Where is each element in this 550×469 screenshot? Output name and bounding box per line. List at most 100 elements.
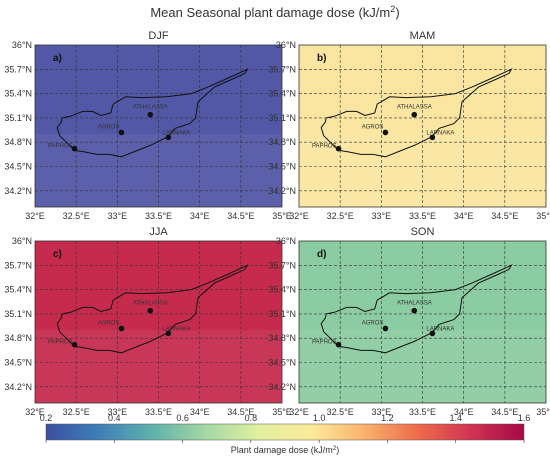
y-tick-label: 35.4°N [4, 285, 32, 295]
x-tick-label: 33.5°E [409, 407, 436, 417]
y-tick-label: 34.2°N [4, 186, 32, 196]
site-marker-paphos [335, 341, 342, 348]
site-marker-larnaka [429, 330, 436, 337]
colorbar-tick-label: 1.0 [313, 413, 326, 423]
site-marker-agros [382, 129, 389, 136]
x-tick-label: 33.5°E [145, 211, 172, 221]
x-tick-label: 34°E [454, 407, 474, 417]
y-tick-label: 35.7°N [4, 64, 32, 74]
colorbar-tick-label: 1.2 [381, 413, 394, 423]
panel-frame [34, 44, 283, 208]
x-tick-label: 32.5°E [63, 407, 90, 417]
x-tick-label: 32°E [25, 211, 45, 221]
site-marker-agros [118, 129, 125, 136]
cyprus-coastline [320, 68, 513, 158]
y-tick-label: 34.8°N [268, 137, 296, 147]
x-tick-label: 35°E [272, 211, 292, 221]
x-tick-label: 33°E [108, 211, 128, 221]
x-tick-label: 32.5°E [327, 211, 354, 221]
x-tick-label: 35°E [272, 407, 292, 417]
panel-season-label: MAM [410, 30, 436, 42]
y-tick-label: 35.1°N [4, 309, 32, 319]
y-tick-label: 34.8°N [268, 333, 296, 343]
colorbar-bar [45, 423, 525, 441]
site-marker-athalassa [147, 111, 154, 118]
x-tick-label: 32.5°E [63, 211, 90, 221]
y-tick-label: 36°N [12, 236, 32, 246]
x-tick-label: 33.5°E [409, 211, 436, 221]
y-tick-label: 34.5°N [4, 162, 32, 172]
y-tick-label: 35.4°N [268, 89, 296, 99]
site-label: PAPHOS [312, 144, 337, 150]
y-tick-label: 35.7°N [268, 260, 296, 270]
y-tick-label: 34.8°N [4, 333, 32, 343]
x-tick-label: 34°E [190, 407, 210, 417]
y-tick-label: 35.1°N [268, 113, 296, 123]
site-label: ATHALASSA [397, 301, 432, 307]
panel-mam: MAM ATHALASSA AGROS LARNAKA PAPHOS b) 32°E 32.5… [268, 30, 550, 221]
y-tick-label: 34.2°N [268, 382, 296, 392]
x-tick-label: 34.5°E [491, 211, 518, 221]
site-marker-athalassa [147, 307, 154, 314]
panel-frame [34, 240, 283, 404]
panel-frame [298, 44, 547, 208]
x-tick-label: 34°E [454, 211, 474, 221]
colorbar-tick-label: 0.6 [176, 413, 189, 423]
cyprus-coastline [320, 264, 513, 354]
x-tick-label: 34°E [190, 211, 210, 221]
x-tick-label: 32°E [289, 407, 309, 417]
site-label: LARNAKA [162, 326, 190, 332]
x-tick-label: 33°E [108, 407, 128, 417]
site-marker-athalassa [411, 307, 418, 314]
colorbar-tick-label: 0.2 [40, 413, 53, 423]
y-tick-label: 34.2°N [4, 382, 32, 392]
y-tick-label: 35.1°N [4, 113, 32, 123]
cyprus-coastline [56, 68, 249, 158]
y-tick-label: 34.5°N [268, 358, 296, 368]
colorbar-tick-label: 0.4 [108, 413, 121, 423]
x-tick-label: 33.5°E [145, 407, 172, 417]
site-label: LARNAKA [426, 326, 454, 332]
colorbar: 0.2 0.4 0.6 0.8 1.0 1.2 1.4 1.6 Plant damage dos… [40, 413, 531, 455]
x-tick-label: 34.5°E [491, 407, 518, 417]
figure-title: Mean Seasonal plant damage dose (kJ/m2) [150, 4, 399, 20]
panel-letter: c) [53, 249, 62, 260]
x-tick-label: 32.5°E [327, 407, 354, 417]
site-label: AGROS [362, 124, 384, 130]
x-tick-label: 32°E [25, 407, 45, 417]
y-tick-label: 36°N [276, 40, 296, 50]
site-label: PAPHOS [48, 144, 73, 150]
site-label: LARNAKA [162, 130, 190, 136]
panel-letter: b) [317, 53, 326, 64]
panel-season-label: DJF [148, 30, 168, 42]
site-marker-athalassa [411, 111, 418, 118]
x-tick-label: 33°E [372, 211, 392, 221]
panel-son: SON ATHALASSA AGROS LARNAKA PAPHOS d) 32°E 32.5… [268, 226, 550, 417]
x-tick-label: 33°E [372, 407, 392, 417]
x-tick-label: 32°E [289, 211, 309, 221]
x-tick-label: 35°E [536, 407, 550, 417]
site-marker-paphos [335, 145, 342, 152]
site-marker-larnaka [165, 330, 172, 337]
y-tick-label: 35.1°N [268, 309, 296, 319]
site-label: AGROS [98, 320, 120, 326]
panels-group: DJF ATHALASSA AGROS LARNAKA PAPHOS a) 32°E 32.5… [4, 30, 550, 417]
x-tick-label: 34.5°E [227, 407, 254, 417]
site-label: PAPHOS [312, 340, 337, 346]
y-tick-label: 35.7°N [4, 260, 32, 270]
panel-letter: a) [53, 53, 62, 64]
x-tick-label: 34.5°E [227, 211, 254, 221]
site-marker-paphos [71, 145, 78, 152]
x-tick-label: 35°E [536, 211, 550, 221]
colorbar-tick-label: 1.6 [518, 413, 531, 423]
colorbar-label: Plant damage dose (kJ/m2) [231, 445, 340, 456]
y-tick-label: 36°N [12, 40, 32, 50]
cyprus-coastline [56, 264, 249, 354]
y-tick-label: 34.5°N [4, 358, 32, 368]
site-label: ATHALASSA [133, 105, 168, 111]
site-marker-larnaka [165, 134, 172, 141]
panel-djf: DJF ATHALASSA AGROS LARNAKA PAPHOS a) 32°E 32.5… [4, 30, 291, 221]
site-marker-paphos [71, 341, 78, 348]
site-label: ATHALASSA [397, 105, 432, 111]
